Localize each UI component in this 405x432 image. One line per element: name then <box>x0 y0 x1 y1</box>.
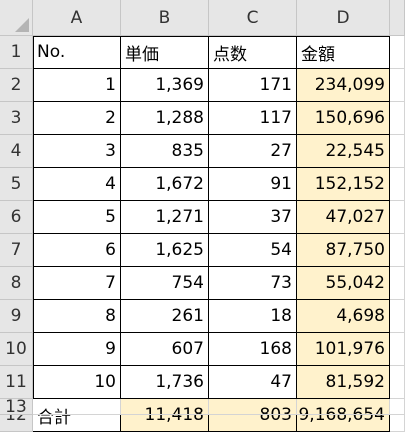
row-header-8[interactable]: 8 <box>0 267 33 300</box>
cell-a3[interactable]: 2 <box>33 102 121 135</box>
cell-a13[interactable] <box>33 399 121 415</box>
cell-d3[interactable]: 150,696 <box>297 102 390 135</box>
cell-c9[interactable]: 18 <box>209 300 297 333</box>
row-header-3[interactable]: 3 <box>0 102 33 135</box>
cell-c11[interactable]: 47 <box>209 366 297 399</box>
column-header-a[interactable]: A <box>33 0 121 36</box>
cell-c7[interactable]: 54 <box>209 234 297 267</box>
row-header-10[interactable]: 10 <box>0 333 33 366</box>
cell-b5[interactable]: 1,672 <box>121 168 209 201</box>
cell-d2[interactable]: 234,099 <box>297 69 390 102</box>
cell-c2[interactable]: 171 <box>209 69 297 102</box>
cell-a2[interactable]: 1 <box>33 69 121 102</box>
cell-d10[interactable]: 101,976 <box>297 333 390 366</box>
cell-a6[interactable]: 5 <box>33 201 121 234</box>
row-header-1[interactable]: 1 <box>0 36 33 69</box>
cell-e6[interactable] <box>390 201 405 234</box>
cell-e10[interactable] <box>390 333 405 366</box>
row-header-7[interactable]: 7 <box>0 234 33 267</box>
cell-e11[interactable] <box>390 366 405 399</box>
row-header-6[interactable]: 6 <box>0 201 33 234</box>
cell-d6[interactable]: 47,027 <box>297 201 390 234</box>
cell-a9[interactable]: 8 <box>33 300 121 333</box>
column-header-b[interactable]: B <box>121 0 209 36</box>
cell-c5[interactable]: 91 <box>209 168 297 201</box>
row-header-5[interactable]: 5 <box>0 168 33 201</box>
select-all-corner[interactable] <box>0 0 33 36</box>
row-header-11[interactable]: 11 <box>0 366 33 399</box>
cell-c3[interactable]: 117 <box>209 102 297 135</box>
cell-d9[interactable]: 4,698 <box>297 300 390 333</box>
cell-b6[interactable]: 1,271 <box>121 201 209 234</box>
cell-b11[interactable]: 1,736 <box>121 366 209 399</box>
cell-e8[interactable] <box>390 267 405 300</box>
select-all-triangle-icon <box>15 18 29 32</box>
cell-c6[interactable]: 37 <box>209 201 297 234</box>
cell-a4[interactable]: 3 <box>33 135 121 168</box>
cell-b13[interactable] <box>121 399 209 415</box>
cell-e1[interactable] <box>390 36 405 69</box>
cell-d5[interactable]: 152,152 <box>297 168 390 201</box>
cell-d7[interactable]: 87,750 <box>297 234 390 267</box>
cell-b10[interactable]: 607 <box>121 333 209 366</box>
cell-e5[interactable] <box>390 168 405 201</box>
row-header-2[interactable]: 2 <box>0 69 33 102</box>
column-header-c[interactable]: C <box>209 0 297 36</box>
cell-a5[interactable]: 4 <box>33 168 121 201</box>
cell-c8[interactable]: 73 <box>209 267 297 300</box>
cell-d4[interactable]: 22,545 <box>297 135 390 168</box>
cell-a11[interactable]: 10 <box>33 366 121 399</box>
cell-e13[interactable] <box>390 399 405 415</box>
cell-b2[interactable]: 1,369 <box>121 69 209 102</box>
row-header-13[interactable]: 13 <box>0 397 33 417</box>
cell-c10[interactable]: 168 <box>209 333 297 366</box>
cell-a1[interactable]: No. <box>33 36 121 69</box>
cell-d13[interactable] <box>297 399 390 415</box>
cell-a7[interactable]: 6 <box>33 234 121 267</box>
cell-c1[interactable]: 点数 <box>209 36 297 69</box>
cell-e7[interactable] <box>390 234 405 267</box>
cell-e2[interactable] <box>390 69 405 102</box>
cell-d1[interactable]: 金額 <box>297 36 390 69</box>
row-header-4[interactable]: 4 <box>0 135 33 168</box>
cell-a10[interactable]: 9 <box>33 333 121 366</box>
cell-b9[interactable]: 261 <box>121 300 209 333</box>
cell-d11[interactable]: 81,592 <box>297 366 390 399</box>
cell-e4[interactable] <box>390 135 405 168</box>
cell-c4[interactable]: 27 <box>209 135 297 168</box>
cell-c13[interactable] <box>209 399 297 415</box>
column-header-d[interactable]: D <box>297 0 390 36</box>
cell-e3[interactable] <box>390 102 405 135</box>
cell-b7[interactable]: 1,625 <box>121 234 209 267</box>
cell-b3[interactable]: 1,288 <box>121 102 209 135</box>
cell-a8[interactable]: 7 <box>33 267 121 300</box>
cell-d8[interactable]: 55,042 <box>297 267 390 300</box>
cell-b8[interactable]: 754 <box>121 267 209 300</box>
cell-b1[interactable]: 単価 <box>121 36 209 69</box>
row-header-9[interactable]: 9 <box>0 300 33 333</box>
column-header-e[interactable] <box>390 0 405 36</box>
cell-b4[interactable]: 835 <box>121 135 209 168</box>
cell-e9[interactable] <box>390 300 405 333</box>
